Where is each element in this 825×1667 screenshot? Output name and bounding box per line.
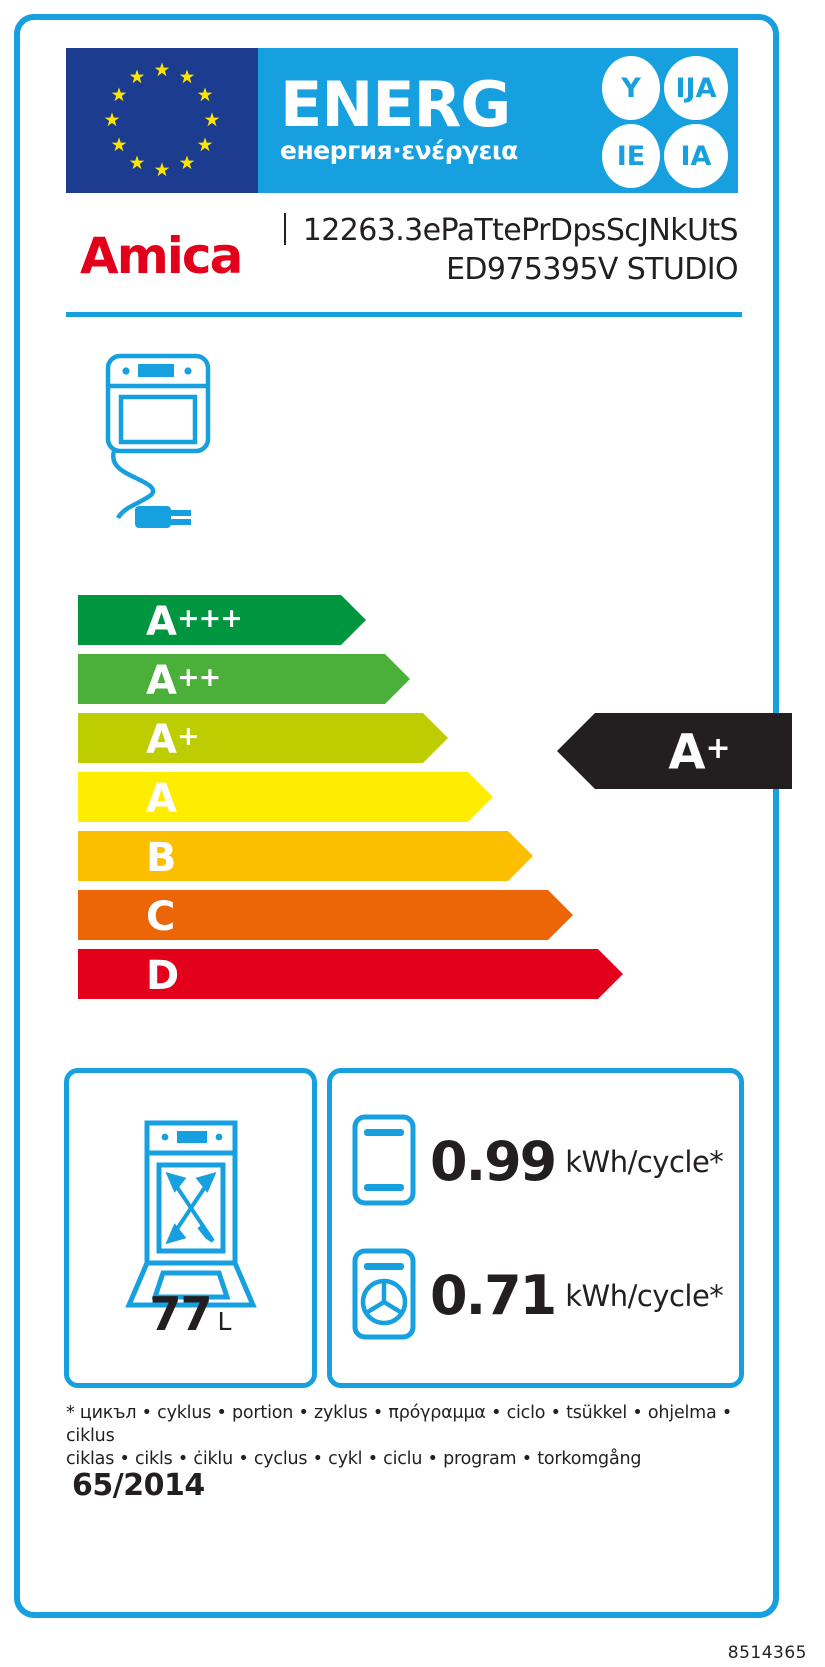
- lang-oval-y: Y: [602, 56, 660, 120]
- scale-bar-c: C: [78, 890, 738, 940]
- scale-bar-body: B: [78, 831, 533, 881]
- scale-bar-a-plus-plus: A++: [78, 654, 738, 704]
- model-name: ED975395V STUDIO: [446, 252, 739, 287]
- info-panels: 77 L 0.99 kWh/cycle*: [64, 1068, 744, 1388]
- lang-oval-ija: IJA: [664, 56, 728, 120]
- model-block: 12263.3ePaTtePrDpsScJNkUtS ED975395V STU…: [284, 211, 739, 289]
- scale-bar-label: A++: [146, 657, 221, 704]
- language-ovals: Y IJA IE IA: [602, 56, 728, 188]
- conventional-heating-svg: [352, 1114, 416, 1206]
- scale-bar-body: A+: [78, 713, 448, 763]
- energy-unit-conventional: kWh/cycle*: [565, 1144, 724, 1179]
- lang-oval-ie: IE: [602, 124, 660, 188]
- brand-name: Amica: [80, 227, 243, 285]
- label-header: ENERG енергия·ενέργεια Y IJA IE IA: [66, 48, 738, 193]
- conventional-heating-icon: [350, 1112, 418, 1212]
- footnote-line-1: * цикъл • cyklus • portion • zyklus • πρ…: [66, 1403, 733, 1446]
- footnote-line-2: ciklas • cikls • ċiklu • cyclus • cykl •…: [66, 1449, 642, 1469]
- scale-bar-a-plus-plus-plus: A+++: [78, 595, 738, 645]
- energ-sub-text: енергия·ενέργεια: [280, 135, 518, 165]
- scale-bar-body: A: [78, 772, 493, 822]
- scale-bar-label: D: [146, 952, 180, 999]
- energy-class-scale: A+++ A++ A+ A B C: [78, 595, 792, 1015]
- scale-bar-d: D: [78, 949, 738, 999]
- volume-value: 77: [149, 1287, 213, 1341]
- energy-consumption-panel: 0.99 kWh/cycle* 0.7: [327, 1068, 744, 1388]
- cycle-translations-footnote: * цикъл • cyklus • portion • zyklus • πρ…: [66, 1402, 756, 1471]
- rated-class-label: A+: [668, 724, 731, 781]
- header-divider: [66, 312, 742, 317]
- fan-forced-heating-icon: [350, 1246, 418, 1346]
- volume-panel: 77 L: [64, 1068, 317, 1388]
- model-code: 12263.3ePaTtePrDpsScJNkUtS: [302, 213, 739, 248]
- scale-bar-label: A+: [146, 716, 200, 763]
- energy-label-card: ENERG енергия·ενέργεια Y IJA IE IA Amica…: [14, 14, 792, 1618]
- scale-bar-body: A+++: [78, 595, 366, 645]
- model-code-line: 12263.3ePaTtePrDpsScJNkUtS: [284, 211, 739, 250]
- brand-model-row: Amica 12263.3ePaTtePrDpsScJNkUtS ED97539…: [66, 205, 739, 300]
- volume-value-row: 77 L: [69, 1291, 312, 1345]
- label-serial-number: 8514365: [727, 1643, 807, 1663]
- lang-oval-ia: IA: [664, 124, 728, 188]
- scale-bar-label: C: [146, 893, 176, 940]
- scale-bar-body: C: [78, 890, 573, 940]
- eu-flag-icon: [66, 48, 258, 193]
- energy-row-fan-forced: 0.71 kWh/cycle*: [350, 1241, 724, 1351]
- energ-main-text: ENERG: [280, 67, 511, 141]
- fan-forced-heating-svg: [352, 1248, 416, 1340]
- eu-stars-svg: [104, 62, 220, 177]
- energy-value-fan-forced: 0.71: [430, 1264, 557, 1327]
- energy-unit-fan-forced: kWh/cycle*: [565, 1278, 724, 1313]
- scale-bar-a-plus: A+: [78, 713, 738, 763]
- energy-value-conventional: 0.99: [430, 1130, 557, 1193]
- energy-row-conventional: 0.99 kWh/cycle*: [350, 1107, 724, 1217]
- scale-bar-label: A+++: [146, 598, 243, 645]
- energ-wordmark: ENERG енергия·ενέργεια: [280, 67, 518, 166]
- scale-bar-body: D: [78, 949, 623, 999]
- electric-oven-with-plug-icon: [90, 350, 290, 565]
- rated-class-arrow: A+: [557, 713, 792, 789]
- regulation-number: 65/2014: [72, 1468, 205, 1503]
- scale-bar-label: A: [146, 775, 177, 822]
- scale-bar-label: B: [146, 834, 177, 881]
- volume-unit: L: [217, 1307, 232, 1336]
- oven-volume-svg: [124, 1120, 257, 1308]
- oven-cavity-volume-icon: [124, 1119, 257, 1313]
- scale-bar-b: B: [78, 831, 738, 881]
- text-caret: [284, 213, 286, 245]
- oven-plug-svg: [105, 353, 211, 528]
- scale-bar-a: A: [78, 772, 738, 822]
- energ-banner: ENERG енергия·ενέργεια Y IJA IE IA: [258, 48, 738, 193]
- scale-bar-body: A++: [78, 654, 410, 704]
